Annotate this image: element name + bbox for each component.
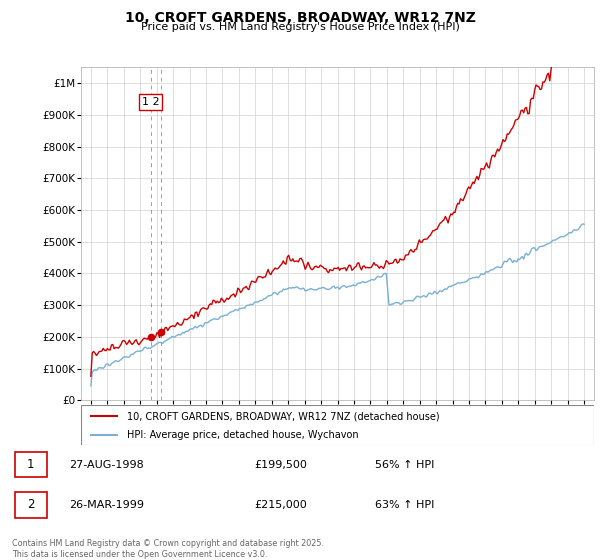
- Bar: [15, 452, 47, 478]
- Text: 27-AUG-1998: 27-AUG-1998: [70, 460, 145, 470]
- Text: 1: 1: [26, 458, 34, 471]
- Bar: [15, 492, 47, 517]
- Text: 26-MAR-1999: 26-MAR-1999: [70, 500, 145, 510]
- Text: 1 2: 1 2: [142, 97, 159, 107]
- Text: £199,500: £199,500: [254, 460, 307, 470]
- Text: HPI: Average price, detached house, Wychavon: HPI: Average price, detached house, Wych…: [127, 430, 359, 440]
- Text: Contains HM Land Registry data © Crown copyright and database right 2025.
This d: Contains HM Land Registry data © Crown c…: [12, 539, 324, 559]
- Text: 10, CROFT GARDENS, BROADWAY, WR12 7NZ: 10, CROFT GARDENS, BROADWAY, WR12 7NZ: [125, 11, 475, 25]
- Text: 56% ↑ HPI: 56% ↑ HPI: [375, 460, 434, 470]
- Text: Price paid vs. HM Land Registry's House Price Index (HPI): Price paid vs. HM Land Registry's House …: [140, 22, 460, 32]
- Text: £215,000: £215,000: [254, 500, 307, 510]
- Text: 2: 2: [26, 498, 34, 511]
- Text: 63% ↑ HPI: 63% ↑ HPI: [375, 500, 434, 510]
- Text: 10, CROFT GARDENS, BROADWAY, WR12 7NZ (detached house): 10, CROFT GARDENS, BROADWAY, WR12 7NZ (d…: [127, 411, 440, 421]
